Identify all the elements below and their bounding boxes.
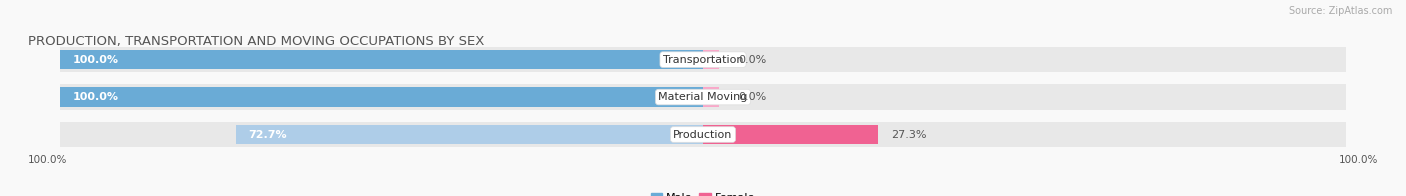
Bar: [703, 84, 1346, 110]
Text: 100.0%: 100.0%: [1339, 155, 1378, 165]
Bar: [236, 125, 703, 144]
Text: Production: Production: [673, 130, 733, 140]
Text: 72.7%: 72.7%: [249, 130, 287, 140]
Legend: Male, Female: Male, Female: [647, 189, 759, 196]
Text: 0.0%: 0.0%: [738, 92, 766, 102]
Bar: [60, 50, 703, 69]
Text: 100.0%: 100.0%: [73, 55, 120, 65]
Text: 100.0%: 100.0%: [28, 155, 67, 165]
Bar: [703, 125, 879, 144]
Bar: [703, 122, 1346, 147]
Text: 27.3%: 27.3%: [891, 130, 927, 140]
Bar: [703, 87, 718, 107]
Text: 0.0%: 0.0%: [738, 55, 766, 65]
Bar: [703, 47, 1346, 72]
Text: PRODUCTION, TRANSPORTATION AND MOVING OCCUPATIONS BY SEX: PRODUCTION, TRANSPORTATION AND MOVING OC…: [28, 35, 485, 48]
Text: 100.0%: 100.0%: [73, 92, 120, 102]
Bar: [60, 47, 703, 72]
Text: Source: ZipAtlas.com: Source: ZipAtlas.com: [1288, 6, 1392, 16]
Text: Material Moving: Material Moving: [658, 92, 748, 102]
Bar: [60, 84, 703, 110]
Bar: [703, 50, 718, 69]
Bar: [60, 122, 703, 147]
Bar: [60, 87, 703, 107]
Text: Transportation: Transportation: [662, 55, 744, 65]
